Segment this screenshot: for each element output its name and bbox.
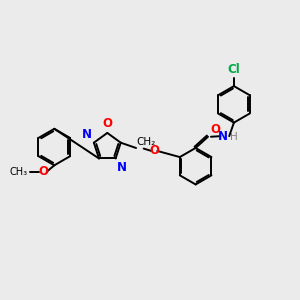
Text: O: O [149, 144, 159, 158]
Text: N: N [218, 130, 228, 143]
Text: Cl: Cl [227, 63, 240, 76]
Text: O: O [210, 123, 220, 136]
Text: CH₃: CH₃ [9, 167, 28, 177]
Text: O: O [38, 165, 48, 178]
Text: H: H [230, 132, 238, 142]
Text: N: N [82, 128, 92, 141]
Text: O: O [102, 117, 112, 130]
Text: CH₂: CH₂ [136, 137, 156, 147]
Text: N: N [117, 161, 127, 174]
